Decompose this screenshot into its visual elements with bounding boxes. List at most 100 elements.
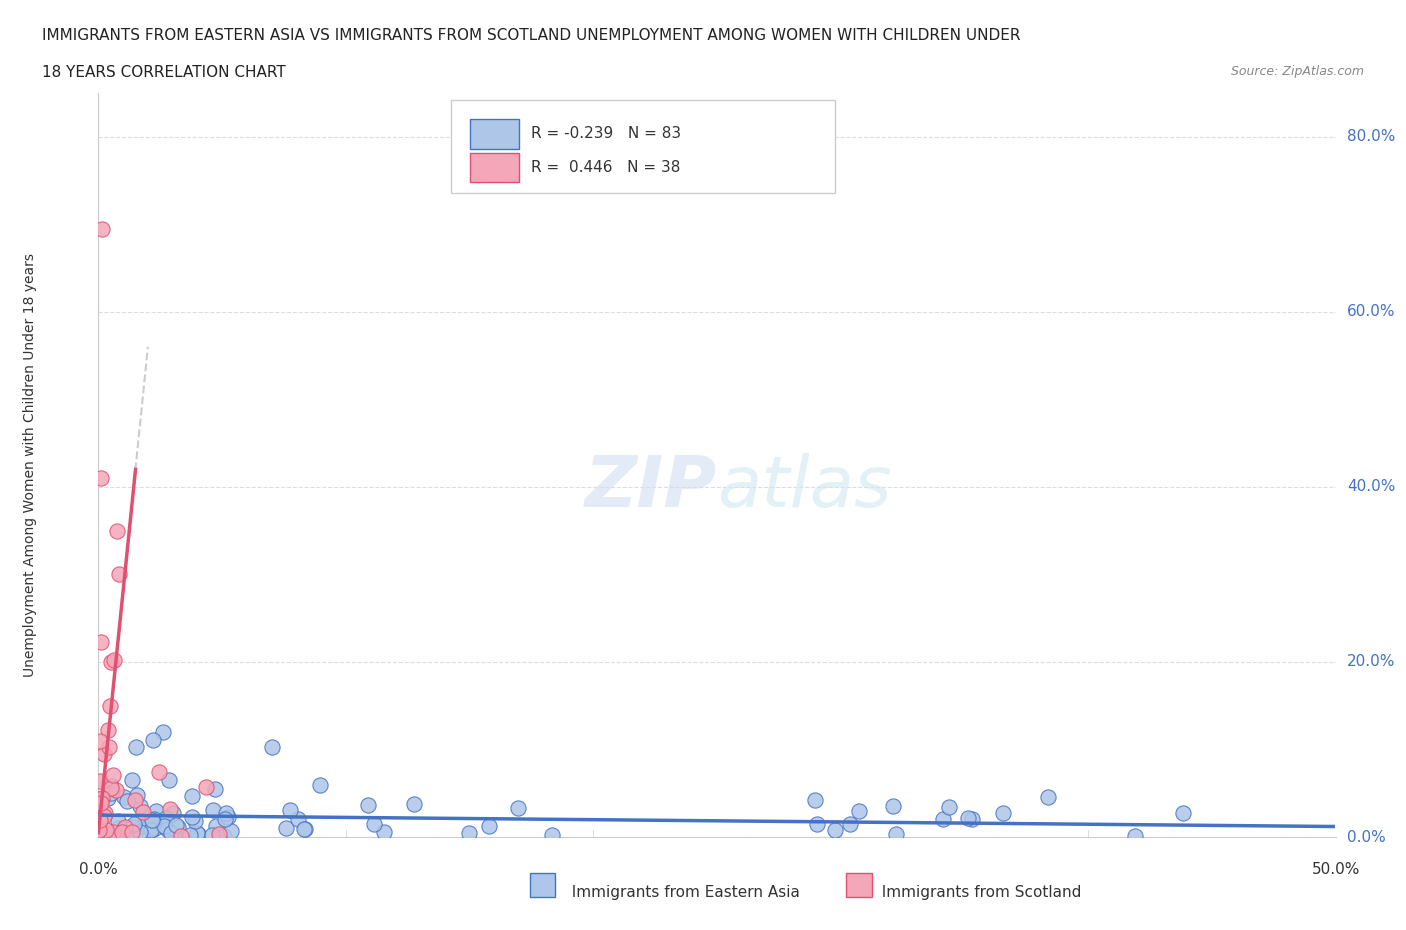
Text: 80.0%: 80.0% — [1347, 129, 1395, 144]
Point — [803, 792, 825, 807]
Point — [103, 652, 125, 667]
Point — [156, 822, 179, 837]
Point — [824, 822, 846, 837]
Point — [124, 792, 146, 807]
Text: 18 YEARS CORRELATION CHART: 18 YEARS CORRELATION CHART — [42, 65, 285, 80]
Point — [90, 790, 112, 805]
Point — [991, 805, 1014, 820]
Point — [260, 739, 283, 754]
Point — [152, 724, 174, 739]
Point — [89, 774, 111, 789]
Point — [100, 655, 122, 670]
Text: 50.0%: 50.0% — [1312, 862, 1360, 877]
Point — [136, 820, 159, 835]
Point — [219, 824, 242, 839]
Point — [292, 821, 315, 836]
Point — [201, 828, 224, 843]
Point — [143, 820, 166, 835]
Point — [142, 821, 165, 836]
Text: Immigrants from Scotland: Immigrants from Scotland — [872, 885, 1081, 900]
Point — [478, 818, 501, 833]
Point — [142, 814, 165, 829]
Point — [373, 825, 395, 840]
Point — [186, 826, 208, 841]
Point — [114, 819, 136, 834]
Point — [204, 782, 226, 797]
Point — [208, 827, 231, 842]
Text: 60.0%: 60.0% — [1347, 304, 1395, 319]
Point — [294, 822, 316, 837]
Point — [201, 803, 224, 817]
Text: Immigrants from Eastern Asia: Immigrants from Eastern Asia — [562, 885, 800, 900]
Point — [124, 829, 146, 844]
Point — [112, 821, 135, 836]
Point — [101, 767, 124, 782]
Point — [115, 793, 138, 808]
Point — [166, 820, 188, 835]
Point — [112, 790, 135, 804]
Point — [90, 828, 112, 843]
Point — [217, 810, 239, 825]
FancyBboxPatch shape — [530, 873, 555, 897]
Point — [90, 471, 112, 485]
Point — [1125, 829, 1147, 844]
Point — [145, 804, 167, 818]
Point — [124, 817, 146, 831]
Point — [89, 813, 111, 828]
Point — [160, 826, 183, 841]
Point — [457, 826, 479, 841]
Point — [848, 804, 870, 818]
Point — [162, 805, 184, 820]
Point — [125, 788, 148, 803]
Point — [138, 818, 160, 833]
Point — [90, 795, 112, 810]
Point — [105, 524, 128, 538]
Point — [205, 818, 228, 833]
Point — [181, 809, 204, 824]
Point — [121, 825, 143, 840]
Point — [278, 803, 301, 817]
Point — [938, 800, 960, 815]
Point — [215, 806, 238, 821]
Point — [274, 821, 297, 836]
Text: R = -0.239   N = 83: R = -0.239 N = 83 — [531, 126, 682, 141]
Point — [363, 817, 385, 831]
Point — [882, 799, 904, 814]
Point — [91, 221, 114, 236]
Point — [179, 828, 201, 843]
FancyBboxPatch shape — [846, 873, 872, 897]
Point — [105, 782, 128, 797]
Point — [152, 818, 174, 833]
Point — [214, 812, 236, 827]
Point — [884, 827, 907, 842]
Point — [93, 808, 115, 823]
FancyBboxPatch shape — [470, 119, 519, 149]
Point — [180, 789, 202, 804]
Point — [97, 739, 120, 754]
Point — [87, 823, 110, 838]
Point — [108, 567, 131, 582]
Point — [100, 781, 122, 796]
Point — [806, 817, 828, 831]
Text: Unemployment Among Women with Children Under 18 years: Unemployment Among Women with Children U… — [24, 253, 38, 677]
Point — [125, 739, 148, 754]
Point — [838, 817, 860, 831]
Point — [357, 798, 380, 813]
Point — [155, 811, 177, 826]
Point — [141, 812, 163, 827]
Point — [184, 814, 207, 829]
Point — [159, 802, 181, 817]
Point — [287, 811, 309, 826]
Point — [93, 746, 115, 761]
Point — [309, 778, 332, 793]
Point — [187, 827, 209, 842]
Point — [98, 829, 121, 844]
Point — [111, 825, 134, 840]
Point — [90, 635, 112, 650]
Text: IMMIGRANTS FROM EASTERN ASIA VS IMMIGRANTS FROM SCOTLAND UNEMPLOYMENT AMONG WOME: IMMIGRANTS FROM EASTERN ASIA VS IMMIGRAN… — [42, 28, 1021, 43]
Point — [142, 732, 165, 747]
Point — [169, 829, 191, 844]
Point — [157, 772, 180, 787]
Point — [132, 804, 155, 819]
Text: 20.0%: 20.0% — [1347, 655, 1395, 670]
